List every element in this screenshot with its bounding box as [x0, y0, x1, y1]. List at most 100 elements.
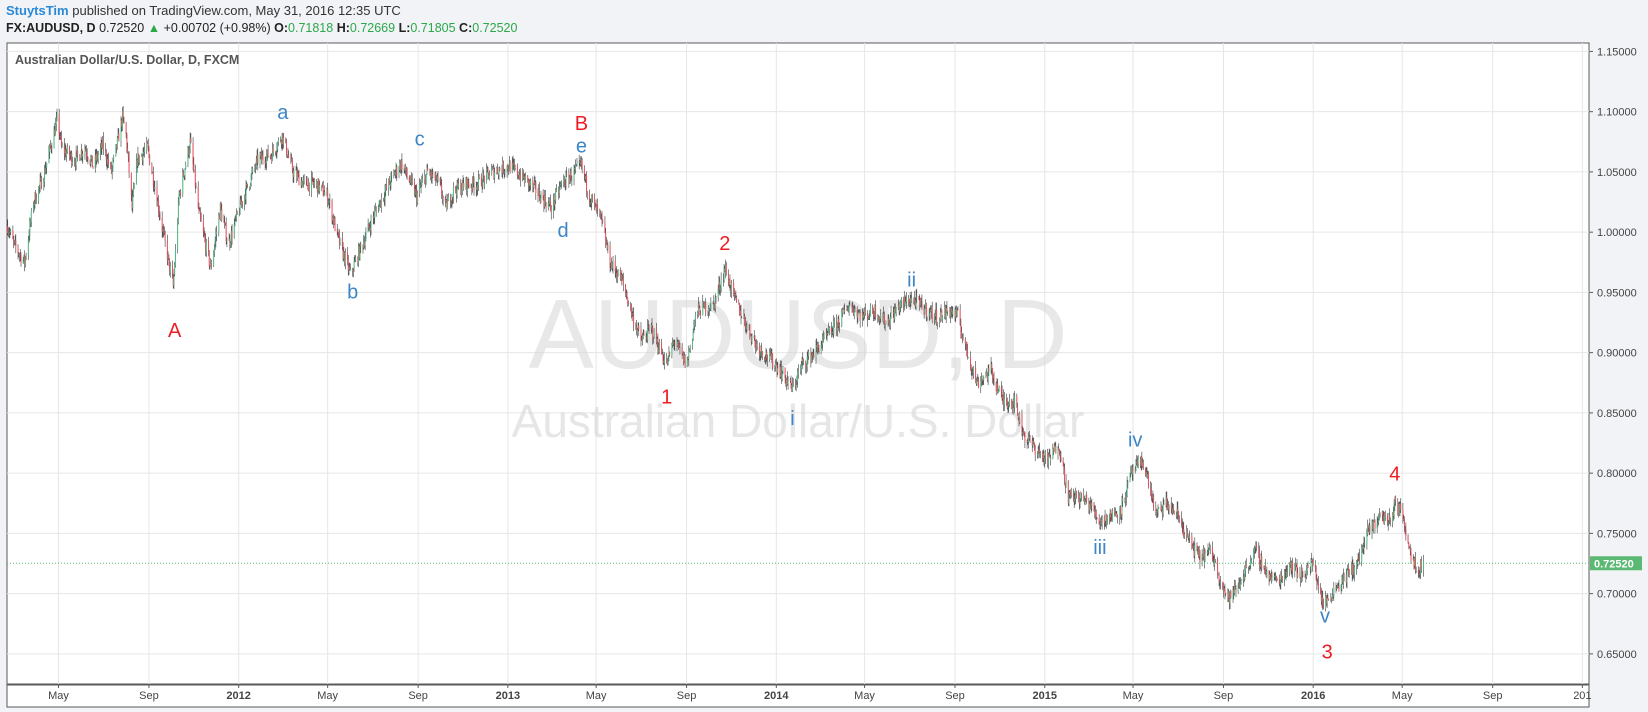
wave-label: 3: [1322, 642, 1333, 664]
candle-body: [1367, 526, 1369, 528]
candle-body: [777, 368, 779, 373]
candle-body: [950, 312, 952, 317]
candle-body: [1178, 516, 1180, 519]
candle-body: [1145, 467, 1147, 476]
candle-body: [801, 361, 803, 365]
candle-body: [769, 351, 771, 360]
candle-body: [630, 305, 632, 315]
candle-body: [978, 380, 980, 388]
candle-body: [468, 184, 470, 187]
candle-body: [1392, 512, 1394, 516]
candle-body: [1369, 525, 1371, 533]
last-price-tag: [1590, 556, 1642, 571]
time-tick-label: 2014: [764, 690, 789, 702]
candle-body: [431, 171, 433, 178]
candle-body: [898, 305, 900, 312]
candle-body: [600, 213, 602, 215]
author-link[interactable]: StuytsTim: [6, 3, 69, 18]
candle-body: [664, 359, 666, 363]
candle-body: [60, 136, 62, 138]
candle-body: [1074, 498, 1076, 502]
chart-pane[interactable]: [6, 42, 1590, 685]
candle-body: [1398, 503, 1400, 516]
candle-body: [734, 293, 736, 295]
candle-body: [1027, 441, 1029, 442]
candle-body: [219, 203, 221, 220]
candle-body: [329, 200, 331, 202]
candle-body: [462, 180, 464, 184]
candle-body: [1124, 498, 1126, 503]
candle-body: [904, 297, 906, 304]
candle-body: [550, 208, 552, 213]
candle-body: [240, 199, 242, 205]
candle-body: [197, 186, 199, 208]
last-price-line: 0.72520: [7, 556, 1642, 571]
candle-body: [523, 176, 525, 179]
candle-body: [817, 343, 819, 349]
candle-body: [961, 331, 963, 339]
candle-body: [1121, 501, 1123, 515]
candle-body: [1338, 585, 1340, 591]
candle-body: [1158, 507, 1160, 509]
candle-body: [208, 251, 210, 266]
candle-body: [853, 311, 855, 316]
candle-body: [1343, 574, 1345, 575]
candle-body: [889, 324, 891, 326]
candle-body: [892, 312, 894, 313]
candle-body: [378, 203, 380, 211]
candle-body: [519, 175, 521, 181]
candle-body: [471, 186, 473, 189]
candle-body: [909, 297, 911, 304]
candle-body: [322, 185, 324, 196]
candle-body: [601, 214, 603, 220]
candle-body: [760, 346, 762, 353]
candle-body: [53, 129, 55, 149]
candle-body: [1402, 509, 1404, 519]
candle-body: [619, 269, 621, 281]
candle-body: [499, 168, 501, 171]
candle-body: [552, 197, 554, 213]
candle-body: [254, 166, 256, 169]
time-axis-area[interactable]: [6, 684, 1590, 708]
candle-body: [146, 142, 148, 150]
candle-body: [1080, 492, 1082, 499]
candle-body: [496, 168, 498, 173]
candle-body: [797, 373, 799, 382]
candle-body: [933, 314, 935, 320]
candle-body: [352, 268, 354, 271]
candle-body: [1168, 504, 1170, 509]
candle-body: [553, 197, 555, 205]
candle-body: [319, 185, 321, 192]
wave-label: ii: [907, 269, 916, 291]
candle-body: [807, 356, 809, 358]
candle-body: [141, 154, 143, 161]
candle-body: [342, 245, 344, 259]
price-axis[interactable]: 1.15000 1.10000 1.05000 1.00000 0.95000 0.900…: [1589, 46, 1637, 661]
candle-body: [169, 266, 171, 272]
candle-body: [1327, 597, 1329, 600]
candle-body: [1410, 551, 1412, 561]
candle-body: [655, 329, 657, 343]
candle-body: [265, 163, 267, 165]
candle-body: [1281, 575, 1283, 578]
candle-body: [651, 324, 653, 328]
candle-body: [795, 381, 797, 386]
candle-body: [1289, 564, 1291, 573]
candle-body: [525, 175, 527, 183]
candle-body: [1332, 594, 1334, 597]
candle-body: [620, 274, 622, 281]
candle-body: [1003, 398, 1005, 405]
candle-body: [96, 153, 98, 161]
candle-body: [1259, 550, 1261, 565]
candle-body: [411, 179, 413, 182]
candle-body: [290, 157, 292, 159]
candle-body: [975, 367, 977, 380]
candle-body: [897, 305, 899, 309]
time-axis[interactable]: May Sep 2012 May Sep 2013 May Sep 2014 May Sep 2015…: [48, 684, 1592, 702]
candle-body: [473, 183, 475, 191]
candle-body: [90, 158, 92, 165]
open-value: 0.71818: [288, 21, 334, 35]
candle-body: [569, 171, 571, 178]
candle-body: [789, 379, 791, 381]
